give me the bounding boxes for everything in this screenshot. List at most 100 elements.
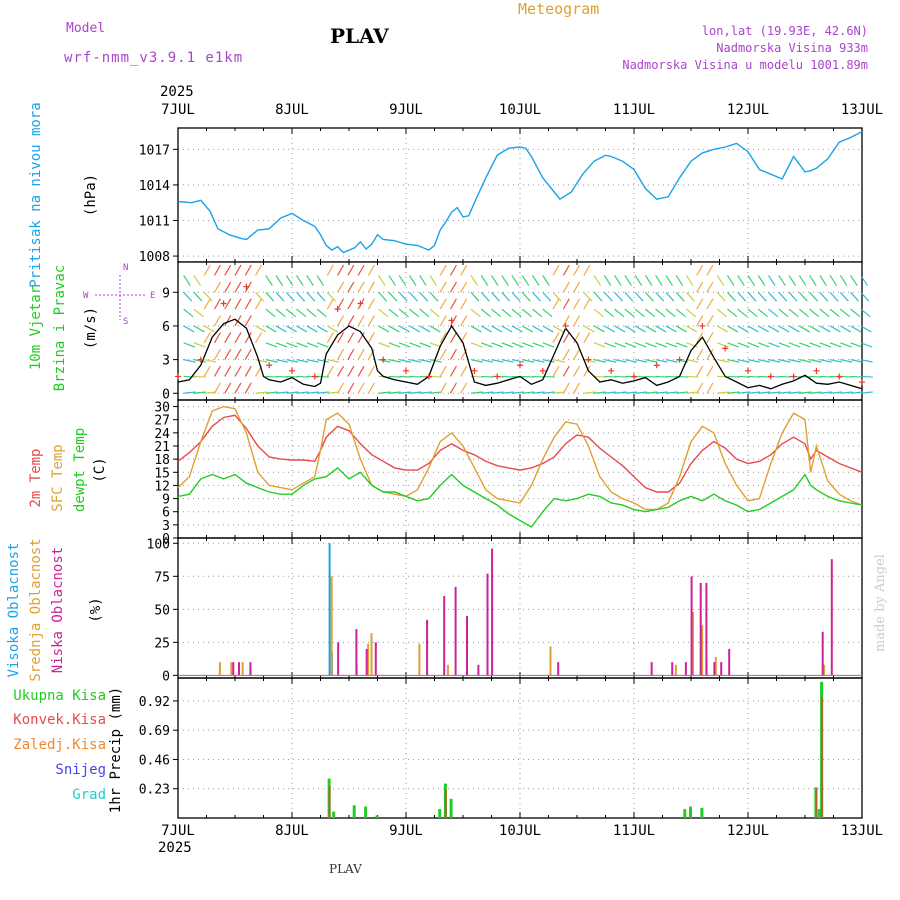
wind-barb bbox=[686, 325, 698, 333]
wind-barb bbox=[593, 325, 605, 333]
wind-barb bbox=[265, 308, 276, 318]
wind-barb bbox=[604, 359, 617, 363]
wind-gust-marker bbox=[608, 367, 615, 374]
unit-pressure: (hPa) bbox=[83, 174, 99, 216]
wind-barb bbox=[316, 325, 328, 333]
x-tick-label-top: 11JUL bbox=[613, 102, 655, 118]
wind-barb bbox=[347, 281, 355, 293]
wind-barb bbox=[737, 391, 750, 394]
wind-barb bbox=[316, 342, 329, 348]
wind-barb bbox=[716, 275, 725, 286]
wind-barb bbox=[429, 325, 441, 333]
wind-barb bbox=[244, 382, 252, 394]
wind-barb bbox=[316, 291, 326, 302]
compass-w: W bbox=[83, 291, 89, 301]
y-tick-label: 0 bbox=[162, 669, 170, 684]
cloud-bar bbox=[238, 662, 240, 676]
wind-barb bbox=[285, 291, 295, 302]
wind-barb bbox=[624, 359, 637, 363]
wind-barb bbox=[306, 325, 318, 333]
wind-barb bbox=[480, 291, 490, 302]
unit-temp: (C) bbox=[92, 457, 108, 482]
wind-barb bbox=[788, 342, 801, 348]
wind-barb bbox=[183, 291, 193, 302]
wind-barb bbox=[542, 391, 555, 394]
wind-barb bbox=[255, 332, 263, 344]
wind-barb bbox=[634, 342, 647, 348]
wind-barb bbox=[522, 359, 535, 363]
wind-barb bbox=[265, 391, 278, 394]
wind-barb bbox=[614, 308, 625, 318]
wind-barb bbox=[378, 308, 389, 318]
wind-barb bbox=[501, 291, 511, 302]
wind-barb bbox=[337, 264, 345, 276]
wind-barb bbox=[839, 275, 848, 286]
y-tick-label: 9 bbox=[162, 286, 170, 301]
y-tick-label: 0 bbox=[162, 532, 170, 547]
wind-barb bbox=[532, 308, 543, 318]
cloud-bar bbox=[699, 582, 702, 676]
pressure-series-line bbox=[177, 130, 863, 254]
precip-bar bbox=[444, 790, 447, 818]
wind-barb bbox=[234, 264, 242, 276]
wind-barb bbox=[367, 365, 375, 377]
wind-barb bbox=[645, 308, 656, 318]
wind-barb bbox=[839, 308, 851, 318]
wind-barb bbox=[757, 308, 768, 318]
wind-barb bbox=[255, 264, 263, 276]
wind-barb bbox=[634, 325, 646, 333]
temperature-series-line bbox=[177, 466, 863, 528]
wind-barb bbox=[203, 365, 211, 377]
temperature-series-line bbox=[177, 414, 863, 493]
wind-gust-marker bbox=[539, 367, 546, 374]
wind-barb bbox=[234, 365, 242, 377]
footer-location: PLAV bbox=[329, 862, 362, 876]
wind-barb bbox=[686, 342, 698, 348]
wind-barb bbox=[439, 365, 447, 377]
wind-barb bbox=[819, 359, 832, 363]
precip-bar bbox=[817, 809, 821, 818]
coordinates: lon,lat (19.93E, 42.6N) bbox=[701, 24, 868, 38]
wind-barb bbox=[521, 325, 533, 333]
wind-barb bbox=[244, 365, 252, 377]
wind-barb bbox=[306, 391, 319, 394]
wind-barb bbox=[860, 359, 873, 363]
cloud-bar bbox=[218, 662, 221, 676]
wind-barb bbox=[460, 298, 468, 310]
wind-barb bbox=[603, 291, 613, 302]
x-tick-label-bottom: 8JUL bbox=[275, 823, 309, 839]
wind-barb bbox=[183, 375, 196, 378]
wind-barb bbox=[840, 342, 852, 348]
wind-barb bbox=[357, 382, 365, 394]
model-label: Model bbox=[66, 21, 106, 36]
precip-bar bbox=[683, 809, 687, 818]
wind-barb bbox=[747, 342, 760, 348]
wind-barb bbox=[213, 315, 221, 327]
wind-barb bbox=[460, 281, 468, 293]
cloud-bar bbox=[230, 662, 233, 676]
wind-barb bbox=[562, 315, 570, 327]
wind-barb bbox=[213, 281, 221, 293]
wind-barb bbox=[388, 342, 401, 348]
wind-barb bbox=[614, 275, 622, 286]
wind-barb bbox=[337, 332, 345, 344]
wind-barb bbox=[604, 391, 617, 394]
precip-bar bbox=[689, 806, 692, 818]
compass-cross bbox=[95, 275, 145, 320]
wind-barb bbox=[655, 375, 668, 378]
cloud-bar bbox=[328, 543, 331, 676]
wind-barb bbox=[562, 281, 570, 293]
wind-speed-line bbox=[177, 318, 863, 390]
wind-barb bbox=[203, 264, 211, 276]
panel-wind: 0 3 6 9 bbox=[162, 261, 863, 402]
wind-gust-marker bbox=[425, 373, 432, 380]
wind-barb bbox=[850, 275, 858, 286]
wind-barb bbox=[408, 291, 418, 302]
wind-barb bbox=[573, 348, 581, 360]
wind-barb bbox=[860, 291, 870, 302]
wind-barb bbox=[286, 391, 299, 394]
wind-barb bbox=[552, 264, 560, 276]
wind-barb bbox=[768, 391, 781, 394]
wind-barb bbox=[326, 332, 334, 344]
wind-barb bbox=[429, 342, 442, 348]
